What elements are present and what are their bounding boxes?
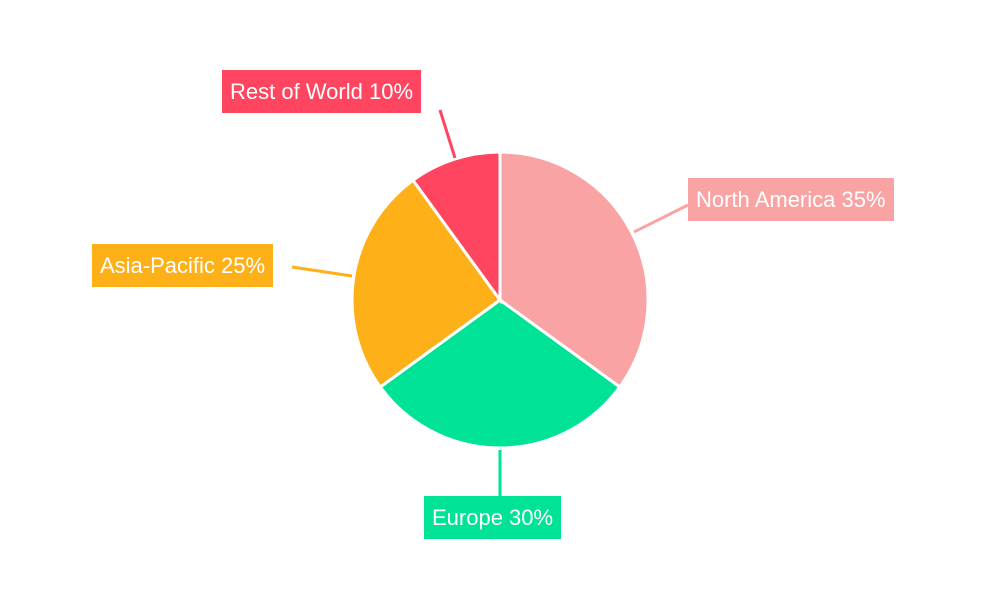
pie-slice-asia-pacific[interactable]	[350, 178, 503, 390]
leader-line	[633, 203, 689, 234]
data-label: Asia-Pacific 25%	[92, 244, 274, 287]
data-label: Rest of World 10%	[222, 70, 422, 113]
pie-slice-north-america[interactable]	[498, 150, 650, 390]
data-label: North America 35%	[688, 178, 894, 221]
leader-line	[291, 265, 353, 278]
leader-line	[438, 109, 457, 159]
pie-slice-rest-of-world[interactable]	[410, 150, 502, 305]
pie-slice-europe[interactable]	[378, 298, 622, 450]
data-label: Europe 30%	[424, 496, 562, 539]
